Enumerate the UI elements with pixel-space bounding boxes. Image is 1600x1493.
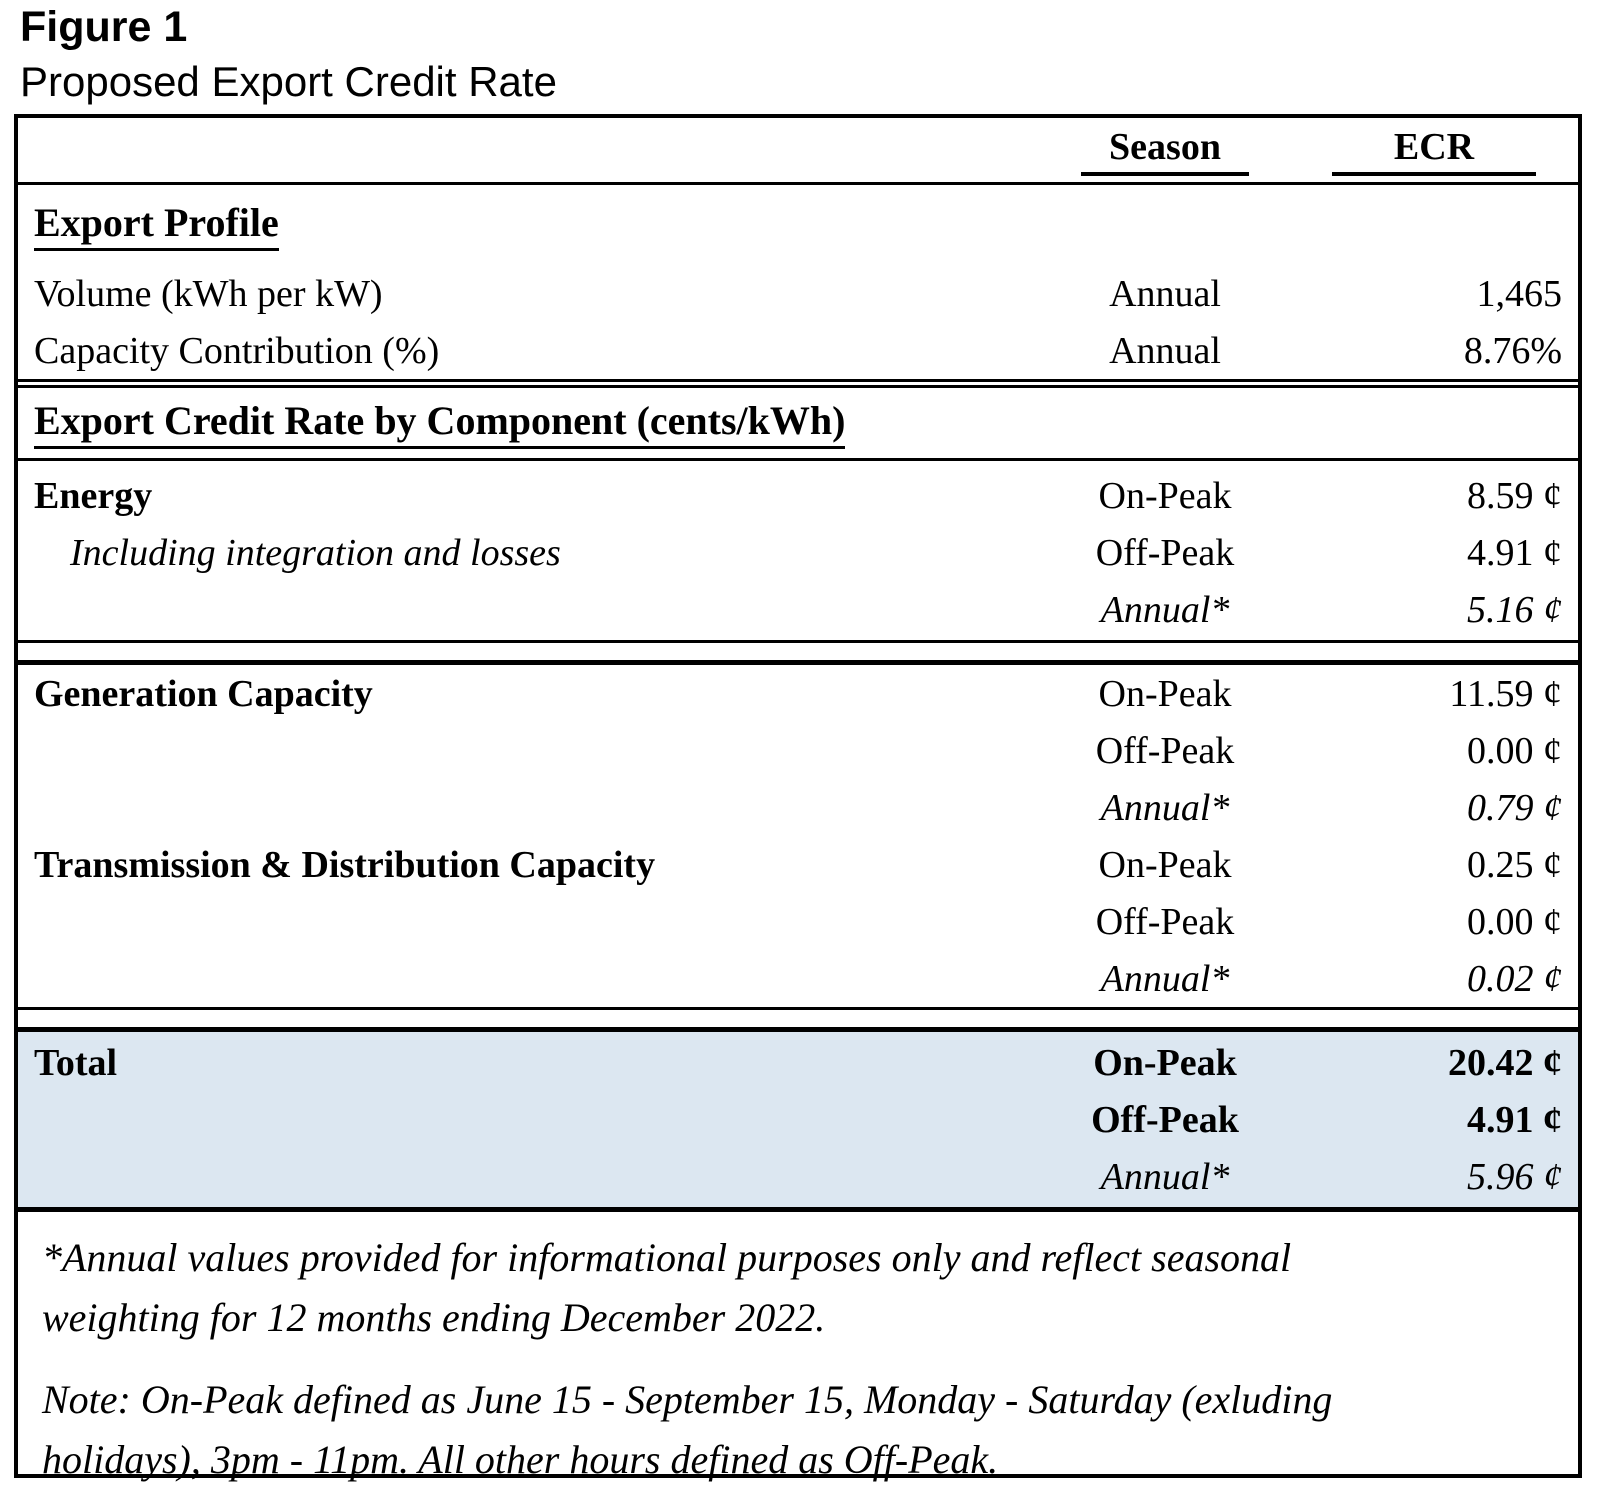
row-label: Including integration and losses — [70, 531, 561, 574]
row-value: 1,465 — [1476, 272, 1563, 315]
row-value: 5.16 ¢ — [1467, 588, 1562, 631]
table-row-energy-onpeak: Energy On-Peak 8.59 ¢ — [18, 467, 1578, 524]
row-season: Off-Peak — [1095, 729, 1235, 772]
row-value: 4.91 ¢ — [1467, 1098, 1562, 1141]
row-season: Annual* — [1100, 588, 1230, 631]
export-profile-heading: Export Profile — [34, 199, 279, 251]
table-row-td-offpeak: Off-Peak 0.00 ¢ — [18, 893, 1578, 950]
ecr-table: Season ECR Export Profile Volume (kWh pe… — [14, 114, 1582, 1482]
table-row-energy-offpeak: Including integration and losses Off-Pea… — [18, 524, 1578, 581]
row-value: 0.00 ¢ — [1467, 729, 1562, 772]
row-value: 8.76% — [1463, 329, 1562, 372]
table-header-row: Season ECR — [18, 118, 1578, 185]
component-heading-row: Export Credit Rate by Component (cents/k… — [18, 388, 1578, 461]
row-value: 0.79 ¢ — [1467, 786, 1562, 829]
table-row-total-annual: Annual* 5.96 ¢ — [18, 1148, 1578, 1205]
row-season: Annual* — [1100, 786, 1230, 829]
footnotes: *Annual values provided for informationa… — [18, 1212, 1578, 1490]
footnote-asterisk: *Annual values provided for informationa… — [42, 1228, 1538, 1348]
section-divider-double — [18, 640, 1578, 665]
table-row-gencap-onpeak: Generation Capacity On-Peak 11.59 ¢ — [18, 665, 1578, 722]
energy-section: Energy On-Peak 8.59 ¢ Including integrat… — [18, 461, 1578, 640]
table-row-volume: Volume (kWh per kW) Annual 1,465 — [18, 265, 1578, 322]
table-row-energy-annual: Annual* 5.16 ¢ — [18, 581, 1578, 638]
total-section: Total On-Peak 20.42 ¢ Off-Peak 4.91 ¢ An… — [18, 1032, 1578, 1212]
table-row-td-annual: Annual* 0.02 ¢ — [18, 950, 1578, 1007]
table-row-gencap-annual: Annual* 0.79 ¢ — [18, 779, 1578, 836]
figure-subtitle: Proposed Export Credit Rate — [20, 58, 557, 105]
row-season: Annual* — [1100, 957, 1230, 1000]
table-row-td-onpeak: Transmission & Distribution Capacity On-… — [18, 836, 1578, 893]
figure-title: Figure 1 — [20, 3, 188, 51]
row-value: 0.02 ¢ — [1467, 957, 1562, 1000]
row-season: On-Peak — [1098, 843, 1232, 886]
row-season: On-Peak — [1098, 474, 1232, 517]
footnote-line: *Annual values provided for informationa… — [42, 1235, 1292, 1280]
section-divider-double — [18, 1007, 1578, 1032]
row-season: Annual* — [1100, 1155, 1230, 1198]
row-season: Off-Peak — [1091, 1098, 1239, 1141]
season-header-cell: Season — [1040, 125, 1290, 182]
table-row-total-offpeak: Off-Peak 4.91 ¢ — [18, 1091, 1578, 1148]
row-value: 20.42 ¢ — [1448, 1041, 1562, 1084]
row-value: 0.25 ¢ — [1467, 843, 1562, 886]
row-value: 8.59 ¢ — [1467, 474, 1562, 517]
section-divider-double — [18, 379, 1578, 388]
footnote-line: holidays), 3pm - 11pm. All other hours d… — [42, 1437, 999, 1482]
capacity-section: Generation Capacity On-Peak 11.59 ¢ Off-… — [18, 665, 1578, 1007]
row-season: On-Peak — [1093, 1041, 1237, 1084]
footnote-line: Note: On-Peak defined as June 15 - Septe… — [42, 1377, 1333, 1422]
footnote-line: weighting for 12 months ending December … — [42, 1295, 826, 1340]
table-row-capacity-contribution: Capacity Contribution (%) Annual 8.76% — [18, 322, 1578, 379]
season-column-header: Season — [1081, 125, 1249, 176]
row-label: Total — [34, 1041, 118, 1084]
row-label: Capacity Contribution (%) — [34, 329, 440, 372]
row-label: Volume (kWh per kW) — [34, 272, 383, 315]
row-season: Off-Peak — [1095, 900, 1235, 943]
table-row-gencap-offpeak: Off-Peak 0.00 ¢ — [18, 722, 1578, 779]
row-season: Off-Peak — [1095, 531, 1235, 574]
row-season: Annual — [1109, 329, 1221, 372]
component-heading: Export Credit Rate by Component (cents/k… — [34, 397, 846, 449]
row-label: Generation Capacity — [34, 672, 373, 715]
row-season: Annual — [1109, 272, 1221, 315]
row-value: 4.91 ¢ — [1467, 531, 1562, 574]
table-row-total-onpeak: Total On-Peak 20.42 ¢ — [18, 1034, 1578, 1091]
ecr-header-cell: ECR — [1290, 125, 1578, 182]
footnote-note: Note: On-Peak defined as June 15 - Septe… — [42, 1370, 1538, 1490]
row-value: 5.96 ¢ — [1467, 1155, 1562, 1198]
row-label: Energy — [34, 474, 153, 517]
row-season: On-Peak — [1098, 672, 1232, 715]
row-label: Transmission & Distribution Capacity — [34, 843, 656, 886]
export-profile-heading-row: Export Profile — [18, 185, 1578, 265]
row-value: 0.00 ¢ — [1467, 900, 1562, 943]
row-value: 11.59 ¢ — [1449, 672, 1562, 715]
ecr-column-header: ECR — [1331, 125, 1537, 176]
